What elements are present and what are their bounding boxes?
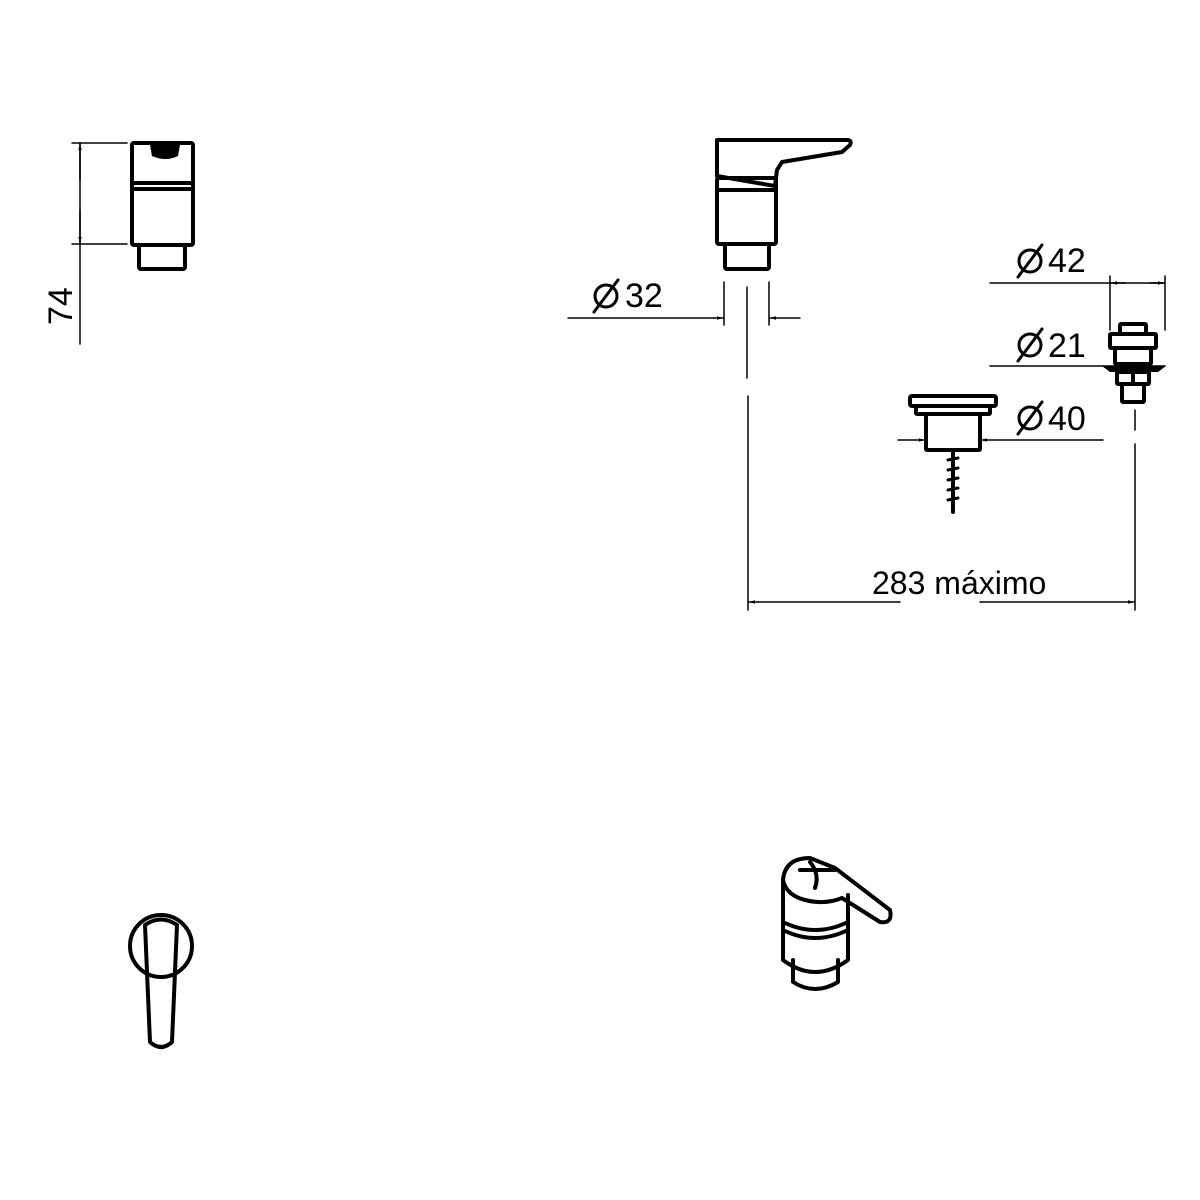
front-view-base: [723, 242, 771, 271]
popup-drain: [1102, 322, 1166, 404]
front-view-lever: [715, 138, 853, 188]
waste-fitting: [908, 394, 998, 514]
perspective-view: [781, 856, 893, 991]
dim-dia-42-label: 42: [1048, 242, 1086, 280]
dim-height-label: 74: [42, 287, 80, 325]
side-view: [130, 141, 195, 271]
dim-dia-21-label: 21: [1048, 327, 1086, 365]
perspective-body: [781, 878, 850, 974]
dim-dia-21: 21: [989, 327, 1166, 431]
perspective-base: [791, 958, 840, 991]
diameter-icon: [1016, 243, 1044, 279]
front-view-body: [715, 176, 778, 246]
dim-spacing: 283 máximo: [747, 395, 1136, 611]
top-view: [128, 913, 194, 1049]
top-view-lever: [143, 917, 179, 1049]
dim-dia-32-label: 32: [625, 277, 663, 315]
dim-height: 74: [42, 142, 128, 345]
side-view-base: [137, 243, 187, 271]
perspective-lever: [781, 856, 893, 925]
side-view-lever-tip: [150, 142, 180, 159]
dim-dia-40: 40: [897, 400, 1104, 442]
dim-dia-40-label: 40: [1048, 400, 1086, 438]
front-view: [715, 138, 853, 271]
dim-dia-42: 42: [989, 242, 1166, 331]
diameter-icon: [1016, 400, 1044, 436]
diameter-icon: [1016, 327, 1044, 363]
dim-dia-32: 32: [567, 277, 801, 379]
diameter-icon: [592, 278, 620, 314]
dim-spacing-label: 283 máximo: [872, 565, 1046, 601]
